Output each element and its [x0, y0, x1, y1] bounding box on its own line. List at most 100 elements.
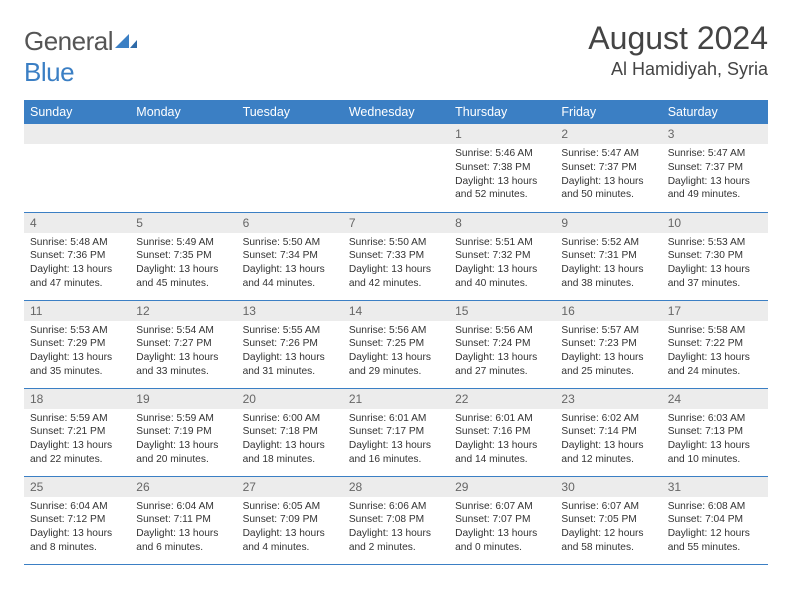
empty-cell	[343, 124, 449, 212]
month-title: August 2024	[588, 20, 768, 57]
day-number: 25	[24, 477, 130, 497]
day-number: 20	[237, 389, 343, 409]
day-cell: 13Sunrise: 5:55 AMSunset: 7:26 PMDayligh…	[237, 300, 343, 388]
day-info: Sunrise: 5:51 AMSunset: 7:32 PMDaylight:…	[449, 233, 555, 297]
day-number: 8	[449, 213, 555, 233]
day-info: Sunrise: 6:00 AMSunset: 7:18 PMDaylight:…	[237, 409, 343, 473]
day-cell: 5Sunrise: 5:49 AMSunset: 7:35 PMDaylight…	[130, 212, 236, 300]
day-cell: 8Sunrise: 5:51 AMSunset: 7:32 PMDaylight…	[449, 212, 555, 300]
day-cell: 27Sunrise: 6:05 AMSunset: 7:09 PMDayligh…	[237, 476, 343, 564]
day-info: Sunrise: 5:59 AMSunset: 7:19 PMDaylight:…	[130, 409, 236, 473]
page-header: General Blue August 2024 Al Hamidiyah, S…	[24, 20, 768, 88]
day-number: 19	[130, 389, 236, 409]
dow-header: Sunday	[24, 100, 130, 124]
day-cell: 17Sunrise: 5:58 AMSunset: 7:22 PMDayligh…	[662, 300, 768, 388]
day-cell: 28Sunrise: 6:06 AMSunset: 7:08 PMDayligh…	[343, 476, 449, 564]
day-cell: 20Sunrise: 6:00 AMSunset: 7:18 PMDayligh…	[237, 388, 343, 476]
day-cell: 1Sunrise: 5:46 AMSunset: 7:38 PMDaylight…	[449, 124, 555, 212]
day-cell: 21Sunrise: 6:01 AMSunset: 7:17 PMDayligh…	[343, 388, 449, 476]
day-info: Sunrise: 5:57 AMSunset: 7:23 PMDaylight:…	[555, 321, 661, 385]
day-info: Sunrise: 5:52 AMSunset: 7:31 PMDaylight:…	[555, 233, 661, 297]
day-info: Sunrise: 5:49 AMSunset: 7:35 PMDaylight:…	[130, 233, 236, 297]
logo-sail-icon	[115, 26, 137, 57]
day-cell: 12Sunrise: 5:54 AMSunset: 7:27 PMDayligh…	[130, 300, 236, 388]
day-info: Sunrise: 5:59 AMSunset: 7:21 PMDaylight:…	[24, 409, 130, 473]
day-info: Sunrise: 6:04 AMSunset: 7:12 PMDaylight:…	[24, 497, 130, 561]
day-number: 1	[449, 124, 555, 144]
day-info: Sunrise: 5:55 AMSunset: 7:26 PMDaylight:…	[237, 321, 343, 385]
day-info: Sunrise: 6:01 AMSunset: 7:16 PMDaylight:…	[449, 409, 555, 473]
day-number: 3	[662, 124, 768, 144]
day-cell: 7Sunrise: 5:50 AMSunset: 7:33 PMDaylight…	[343, 212, 449, 300]
day-cell: 15Sunrise: 5:56 AMSunset: 7:24 PMDayligh…	[449, 300, 555, 388]
day-number: 14	[343, 301, 449, 321]
day-cell: 22Sunrise: 6:01 AMSunset: 7:16 PMDayligh…	[449, 388, 555, 476]
day-number: 27	[237, 477, 343, 497]
day-info: Sunrise: 5:47 AMSunset: 7:37 PMDaylight:…	[662, 144, 768, 208]
title-block: August 2024 Al Hamidiyah, Syria	[588, 20, 768, 80]
day-number: 21	[343, 389, 449, 409]
dow-row: SundayMondayTuesdayWednesdayThursdayFrid…	[24, 100, 768, 124]
day-number: 5	[130, 213, 236, 233]
day-number	[130, 124, 236, 144]
day-info: Sunrise: 5:53 AMSunset: 7:29 PMDaylight:…	[24, 321, 130, 385]
logo-text: General Blue	[24, 26, 137, 88]
day-info: Sunrise: 5:48 AMSunset: 7:36 PMDaylight:…	[24, 233, 130, 297]
day-number: 29	[449, 477, 555, 497]
day-info: Sunrise: 5:53 AMSunset: 7:30 PMDaylight:…	[662, 233, 768, 297]
day-number: 28	[343, 477, 449, 497]
day-cell: 14Sunrise: 5:56 AMSunset: 7:25 PMDayligh…	[343, 300, 449, 388]
calendar-body: 1Sunrise: 5:46 AMSunset: 7:38 PMDaylight…	[24, 124, 768, 564]
day-info: Sunrise: 5:46 AMSunset: 7:38 PMDaylight:…	[449, 144, 555, 208]
day-number: 6	[237, 213, 343, 233]
empty-cell	[24, 124, 130, 212]
day-cell: 4Sunrise: 5:48 AMSunset: 7:36 PMDaylight…	[24, 212, 130, 300]
day-info: Sunrise: 6:05 AMSunset: 7:09 PMDaylight:…	[237, 497, 343, 561]
day-cell: 25Sunrise: 6:04 AMSunset: 7:12 PMDayligh…	[24, 476, 130, 564]
dow-header: Tuesday	[237, 100, 343, 124]
dow-header: Saturday	[662, 100, 768, 124]
day-number: 30	[555, 477, 661, 497]
day-number: 4	[24, 213, 130, 233]
day-number: 11	[24, 301, 130, 321]
dow-header: Friday	[555, 100, 661, 124]
day-info: Sunrise: 5:50 AMSunset: 7:33 PMDaylight:…	[343, 233, 449, 297]
day-info: Sunrise: 5:58 AMSunset: 7:22 PMDaylight:…	[662, 321, 768, 385]
day-cell: 24Sunrise: 6:03 AMSunset: 7:13 PMDayligh…	[662, 388, 768, 476]
day-number: 9	[555, 213, 661, 233]
day-number	[343, 124, 449, 144]
day-cell: 6Sunrise: 5:50 AMSunset: 7:34 PMDaylight…	[237, 212, 343, 300]
empty-cell	[130, 124, 236, 212]
day-info: Sunrise: 5:47 AMSunset: 7:37 PMDaylight:…	[555, 144, 661, 208]
day-cell: 18Sunrise: 5:59 AMSunset: 7:21 PMDayligh…	[24, 388, 130, 476]
day-number: 31	[662, 477, 768, 497]
dow-header: Wednesday	[343, 100, 449, 124]
day-cell: 29Sunrise: 6:07 AMSunset: 7:07 PMDayligh…	[449, 476, 555, 564]
day-info: Sunrise: 5:50 AMSunset: 7:34 PMDaylight:…	[237, 233, 343, 297]
day-cell: 19Sunrise: 5:59 AMSunset: 7:19 PMDayligh…	[130, 388, 236, 476]
logo-word1: General	[24, 26, 113, 56]
dow-header: Monday	[130, 100, 236, 124]
day-number: 17	[662, 301, 768, 321]
day-number: 26	[130, 477, 236, 497]
day-number: 23	[555, 389, 661, 409]
empty-cell	[237, 124, 343, 212]
day-number: 10	[662, 213, 768, 233]
day-number: 13	[237, 301, 343, 321]
calendar-row: 18Sunrise: 5:59 AMSunset: 7:21 PMDayligh…	[24, 388, 768, 476]
calendar-row: 11Sunrise: 5:53 AMSunset: 7:29 PMDayligh…	[24, 300, 768, 388]
day-number: 7	[343, 213, 449, 233]
day-info: Sunrise: 6:04 AMSunset: 7:11 PMDaylight:…	[130, 497, 236, 561]
day-info: Sunrise: 5:56 AMSunset: 7:24 PMDaylight:…	[449, 321, 555, 385]
day-number: 2	[555, 124, 661, 144]
day-info: Sunrise: 5:54 AMSunset: 7:27 PMDaylight:…	[130, 321, 236, 385]
day-info: Sunrise: 6:08 AMSunset: 7:04 PMDaylight:…	[662, 497, 768, 561]
day-info: Sunrise: 6:02 AMSunset: 7:14 PMDaylight:…	[555, 409, 661, 473]
day-cell: 26Sunrise: 6:04 AMSunset: 7:11 PMDayligh…	[130, 476, 236, 564]
day-number	[237, 124, 343, 144]
day-number	[24, 124, 130, 144]
day-number: 16	[555, 301, 661, 321]
day-cell: 31Sunrise: 6:08 AMSunset: 7:04 PMDayligh…	[662, 476, 768, 564]
day-cell: 10Sunrise: 5:53 AMSunset: 7:30 PMDayligh…	[662, 212, 768, 300]
day-cell: 11Sunrise: 5:53 AMSunset: 7:29 PMDayligh…	[24, 300, 130, 388]
